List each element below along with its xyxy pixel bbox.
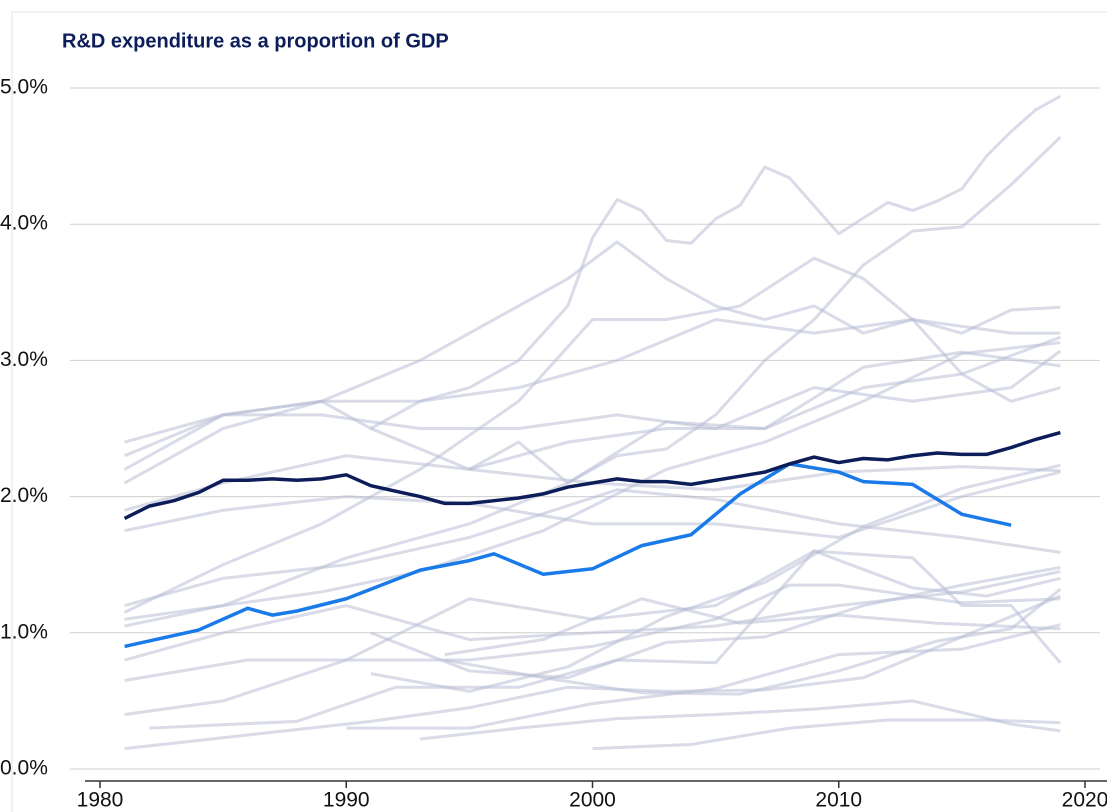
x-tick-label: 2010 <box>815 789 862 812</box>
x-tick-label: 2020 <box>1062 789 1107 812</box>
x-tick-label: 2000 <box>569 789 616 812</box>
context-line <box>592 718 1061 751</box>
chart-title: R&D expenditure as a proportion of GDP <box>62 30 449 52</box>
y-tick-label: 0.0% <box>0 757 48 780</box>
context-line <box>124 349 1062 458</box>
context-line <box>444 597 1061 657</box>
y-tick-label: 5.0% <box>0 76 48 99</box>
context-line <box>444 588 1062 696</box>
context-line <box>370 463 1061 693</box>
context-line <box>124 583 1061 717</box>
context-line <box>124 341 1061 621</box>
context-line <box>370 94 1062 430</box>
highlight-line <box>124 462 1012 649</box>
context-line <box>124 488 1061 608</box>
highlight-line <box>123 430 1061 520</box>
y-tick-label: 2.0% <box>0 484 48 507</box>
context-line <box>124 335 1061 471</box>
context-line <box>370 565 1061 680</box>
context-line <box>124 350 1061 628</box>
context-line <box>124 549 1062 682</box>
context-line <box>346 623 1061 730</box>
y-tick-label: 3.0% <box>0 348 48 371</box>
context-line <box>123 318 1061 485</box>
context-line <box>124 470 1061 539</box>
context-line <box>123 240 1061 471</box>
x-tick-label: 1980 <box>77 789 124 812</box>
context-line <box>123 256 1061 614</box>
x-tick-label: 1990 <box>323 789 370 812</box>
context-line <box>468 135 1062 485</box>
y-tick-label: 1.0% <box>0 620 48 643</box>
y-tick-label: 4.0% <box>0 212 48 235</box>
